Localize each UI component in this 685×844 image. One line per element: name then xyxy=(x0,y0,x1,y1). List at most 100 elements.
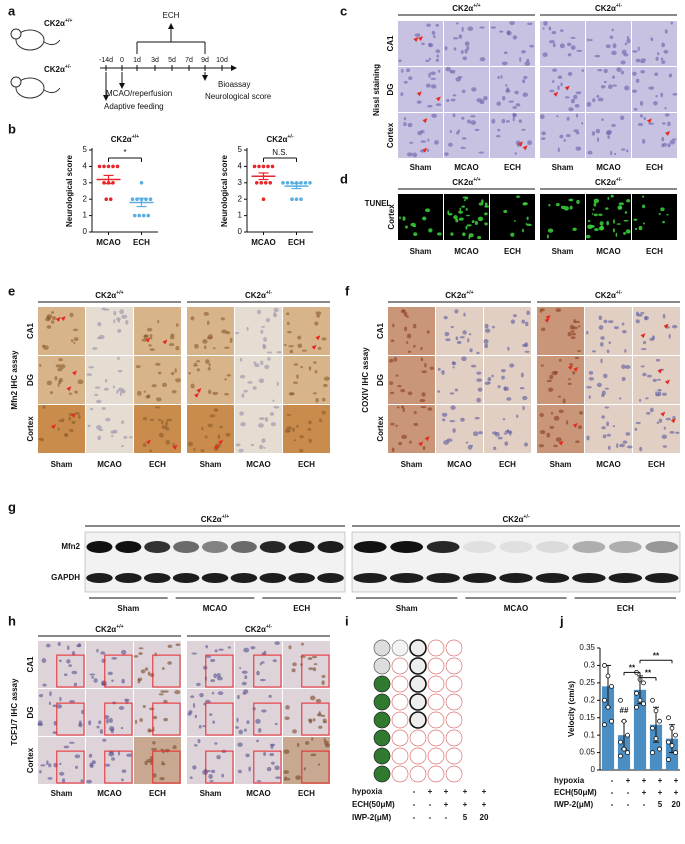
micrograph-texture xyxy=(548,387,554,392)
micrograph-texture xyxy=(59,771,65,776)
micrograph-texture xyxy=(283,770,289,775)
micrograph-texture xyxy=(456,131,460,135)
micrograph-texture xyxy=(431,30,436,35)
micrograph-texture xyxy=(152,773,157,778)
significance-label: N.S. xyxy=(272,148,288,157)
micrograph-texture xyxy=(445,338,451,342)
micrograph-texture xyxy=(441,412,448,417)
micrograph-texture xyxy=(675,431,680,434)
column-label: ECH xyxy=(648,460,665,469)
genotype-label: CK2α+/- xyxy=(266,134,293,144)
micrograph-texture xyxy=(568,198,574,202)
micrograph-texture xyxy=(167,644,173,648)
y-axis-label: Velocity (cm/s) xyxy=(567,681,576,737)
row-label: CA1 xyxy=(386,35,395,52)
treatment-label: ECH xyxy=(163,11,180,20)
micrograph-texture xyxy=(241,681,247,686)
micrograph-texture xyxy=(427,138,430,142)
data-point xyxy=(266,164,270,169)
panel-title: TUNEL xyxy=(365,199,392,208)
micrograph-texture xyxy=(98,720,102,725)
micrograph-texture xyxy=(615,232,618,237)
micrograph-texture xyxy=(426,23,431,27)
blot-band xyxy=(572,573,606,583)
blot-band xyxy=(259,573,287,583)
micrograph-texture xyxy=(307,718,313,722)
micrograph-texture xyxy=(484,222,488,226)
micrograph-texture xyxy=(297,335,302,340)
micrograph-texture xyxy=(549,425,555,429)
annotation-arrow xyxy=(50,424,56,430)
micrograph-texture xyxy=(429,366,434,370)
micrograph-texture xyxy=(600,358,603,364)
genotype-base: CK2α xyxy=(95,625,116,634)
micrograph-texture xyxy=(552,68,558,72)
y-tick-label: 0.25 xyxy=(579,678,595,687)
micrograph-texture xyxy=(158,371,162,375)
blot-band xyxy=(144,541,171,553)
micrograph-texture xyxy=(640,114,643,118)
annotation-arrow xyxy=(670,418,676,424)
micrograph-texture xyxy=(634,427,638,431)
micrograph-texture xyxy=(286,777,291,781)
micrograph-texture xyxy=(484,323,489,329)
micrograph-texture xyxy=(592,208,595,211)
micrograph-texture xyxy=(269,412,275,416)
micrograph-texture xyxy=(55,364,62,368)
micrograph-texture xyxy=(260,661,265,664)
micrograph-texture xyxy=(412,152,418,158)
micrograph-texture xyxy=(558,409,564,414)
micrograph-texture xyxy=(78,723,83,728)
micrograph-texture xyxy=(241,393,245,398)
micrograph-texture xyxy=(297,343,303,349)
micrograph-texture xyxy=(266,351,273,354)
micrograph-texture xyxy=(402,216,406,221)
annotation-arrow xyxy=(640,333,646,339)
micrograph-texture xyxy=(212,391,219,396)
micrograph-texture xyxy=(409,440,412,444)
micrograph-texture xyxy=(460,146,466,149)
panel-letter: j xyxy=(559,613,564,628)
micrograph-texture xyxy=(596,382,602,388)
micrograph-texture xyxy=(562,398,566,404)
inset-box xyxy=(56,654,85,688)
micrograph-texture xyxy=(461,356,467,362)
micrograph-texture xyxy=(435,103,442,107)
micrograph-texture xyxy=(91,676,94,679)
annotation-arrow xyxy=(422,147,428,153)
bar xyxy=(665,738,679,770)
micrograph-texture xyxy=(246,720,250,725)
micrograph-texture xyxy=(437,232,442,236)
well xyxy=(373,693,391,711)
micrograph-texture xyxy=(441,370,445,375)
inset-box xyxy=(104,702,133,736)
micrograph-texture xyxy=(106,718,109,724)
micrograph-texture xyxy=(446,98,450,103)
column-label: MCAO xyxy=(203,604,227,613)
micrograph-texture xyxy=(308,667,314,671)
micrograph-texture xyxy=(126,753,132,757)
micrograph-texture xyxy=(526,58,530,63)
micrograph-texture xyxy=(258,378,265,384)
micrograph-texture xyxy=(479,57,486,62)
timeline-label: 1d xyxy=(133,57,141,64)
panel-letter: i xyxy=(345,613,349,628)
timeline-label: -14d xyxy=(99,57,113,64)
micrograph-texture xyxy=(398,59,402,63)
micrograph-texture xyxy=(303,767,306,771)
micrograph-texture xyxy=(69,700,75,704)
micrograph-texture xyxy=(135,365,141,369)
micrograph-texture xyxy=(413,344,416,348)
blot-band xyxy=(499,573,533,583)
micrograph-texture xyxy=(68,741,75,744)
micrograph-texture xyxy=(40,439,44,442)
micrograph-texture xyxy=(477,387,483,392)
micrograph-texture xyxy=(467,444,473,450)
micrograph-texture xyxy=(594,228,599,232)
genotype-label: CK2α+/+ xyxy=(452,3,480,13)
micrograph-texture xyxy=(261,325,266,328)
micrograph-texture xyxy=(598,226,605,231)
micrograph-texture xyxy=(586,386,592,389)
annotation: ** xyxy=(645,669,652,678)
micrograph-texture xyxy=(601,390,606,396)
